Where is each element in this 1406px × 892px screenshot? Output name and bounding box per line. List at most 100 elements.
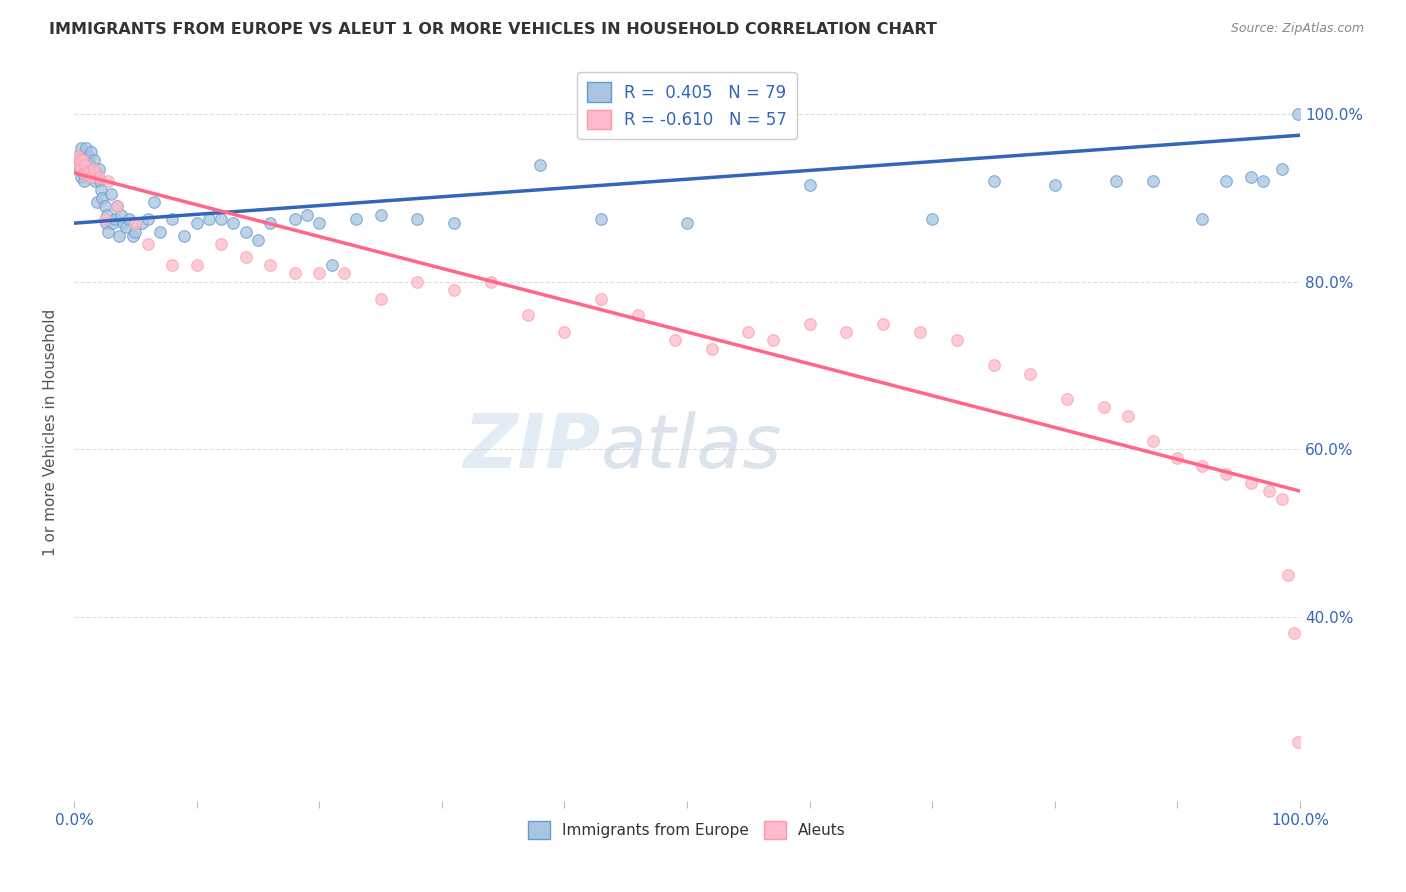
Point [1286, 735, 1309, 749]
Point [443, 283, 465, 297]
Point [65, 157, 87, 171]
Point [1271, 161, 1294, 176]
Point [1271, 492, 1294, 507]
Point [73, 174, 96, 188]
Point [75, 166, 97, 180]
Point [700, 342, 723, 356]
Point [76, 149, 98, 163]
Point [1092, 401, 1115, 415]
Point [284, 211, 307, 226]
Point [1215, 174, 1237, 188]
Point [1142, 174, 1164, 188]
Point [308, 266, 330, 280]
Point [246, 233, 269, 247]
Point [321, 258, 343, 272]
Point [124, 216, 146, 230]
Point [108, 228, 131, 243]
Point [100, 186, 122, 201]
Point [186, 258, 208, 272]
Point [284, 266, 307, 280]
Point [80, 170, 103, 185]
Point [75, 141, 97, 155]
Point [72, 153, 94, 168]
Point [103, 216, 125, 230]
Point [1019, 367, 1042, 381]
Point [1240, 475, 1263, 490]
Point [516, 308, 538, 322]
Point [983, 174, 1005, 188]
Point [103, 211, 125, 226]
Point [96, 208, 118, 222]
Point [136, 211, 159, 226]
Point [105, 199, 128, 213]
Point [799, 317, 821, 331]
Point [83, 153, 105, 168]
Point [406, 211, 429, 226]
Point [799, 178, 821, 193]
Point [186, 216, 208, 230]
Point [553, 325, 575, 339]
Point [443, 216, 465, 230]
Point [529, 157, 551, 171]
Point [105, 199, 128, 213]
Point [66, 149, 89, 163]
Point [75, 157, 97, 171]
Point [1240, 170, 1263, 185]
Point [835, 325, 858, 339]
Point [676, 216, 699, 230]
Point [1142, 434, 1164, 448]
Point [77, 166, 100, 180]
Text: Source: ZipAtlas.com: Source: ZipAtlas.com [1230, 22, 1364, 36]
Text: atlas: atlas [602, 411, 783, 483]
Point [73, 153, 96, 168]
Point [1277, 567, 1299, 582]
Point [70, 141, 93, 155]
Point [173, 228, 195, 243]
Point [479, 275, 502, 289]
Point [66, 149, 89, 163]
Point [1043, 178, 1066, 193]
Point [93, 211, 115, 226]
Point [1105, 174, 1128, 188]
Point [67, 157, 90, 171]
Point [209, 211, 232, 226]
Point [259, 216, 281, 230]
Point [87, 170, 110, 185]
Point [591, 211, 613, 226]
Point [84, 174, 107, 188]
Point [1286, 107, 1309, 121]
Point [235, 250, 257, 264]
Point [664, 334, 686, 348]
Point [1191, 211, 1213, 226]
Point [333, 266, 356, 280]
Point [149, 225, 172, 239]
Point [209, 237, 232, 252]
Point [235, 225, 257, 239]
Point [131, 216, 153, 230]
Point [1118, 409, 1140, 423]
Point [86, 195, 108, 210]
Point [89, 174, 111, 188]
Point [222, 216, 245, 230]
Point [308, 216, 330, 230]
Point [93, 199, 115, 213]
Point [70, 170, 93, 185]
Point [70, 161, 93, 176]
Point [142, 195, 165, 210]
Point [1258, 484, 1281, 499]
Point [344, 211, 367, 226]
Point [124, 225, 146, 239]
Point [737, 325, 759, 339]
Point [591, 292, 613, 306]
Point [73, 166, 96, 180]
Point [82, 170, 104, 185]
Point [79, 157, 101, 171]
Text: IMMIGRANTS FROM EUROPE VS ALEUT 1 OR MORE VEHICLES IN HOUSEHOLD CORRELATION CHAR: IMMIGRANTS FROM EUROPE VS ALEUT 1 OR MOR… [49, 22, 936, 37]
Point [406, 275, 429, 289]
Point [1191, 458, 1213, 473]
Point [72, 166, 94, 180]
Point [872, 317, 894, 331]
Point [90, 183, 112, 197]
Point [91, 191, 114, 205]
Point [114, 220, 136, 235]
